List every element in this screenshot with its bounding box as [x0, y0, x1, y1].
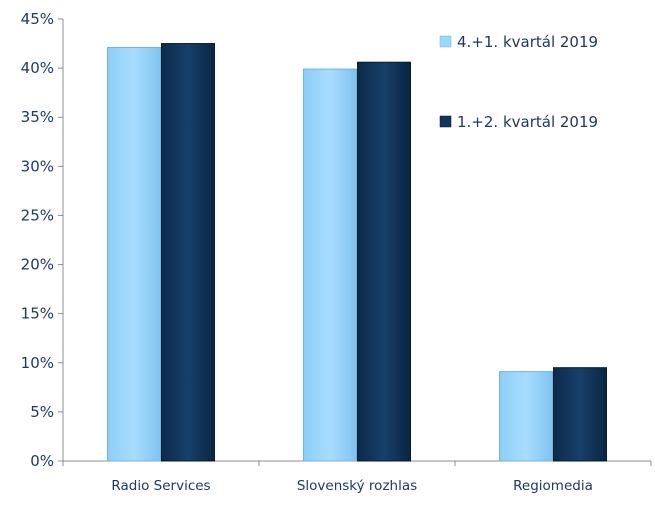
y-tick-label: 40% [21, 59, 54, 77]
category-label: Radio Services [111, 478, 210, 494]
legend-label: 4.+1. kvartál 2019 [457, 33, 598, 51]
category-label: Slovenský rozhlas [297, 478, 417, 494]
y-tick-label: 30% [21, 157, 54, 175]
bar-series1-0 [107, 46, 161, 462]
y-tick-label: 0% [30, 452, 54, 470]
bars [107, 43, 607, 462]
category-label: Regiomedia [513, 478, 593, 494]
legend: 4.+1. kvartál 2019 1.+2. kvartál 2019 [439, 33, 598, 131]
y-tick-label: 25% [21, 206, 54, 224]
y-tick-label: 10% [21, 354, 54, 372]
y-tick-label: 20% [21, 256, 54, 274]
bar-series1-1 [303, 68, 357, 462]
y-tick-label: 15% [21, 305, 54, 323]
y-axis: 0% 5% 10% 15% 20% 25% 30% 35% 40% 45% [21, 10, 64, 470]
y-tick-label: 5% [30, 403, 54, 421]
legend-swatch [439, 35, 452, 48]
legend-label: 1.+2. kvartál 2019 [457, 113, 598, 131]
y-tick-label: 45% [21, 10, 54, 28]
y-tick-label: 35% [21, 108, 54, 126]
x-axis: Radio Services Slovenský rozhlas Regiomedi… [62, 460, 652, 494]
bar-series2-0 [161, 43, 215, 462]
bar-series2-2 [553, 367, 607, 462]
legend-swatch [439, 115, 452, 128]
bar-series1-2 [499, 371, 553, 462]
bar-series2-1 [357, 61, 411, 462]
